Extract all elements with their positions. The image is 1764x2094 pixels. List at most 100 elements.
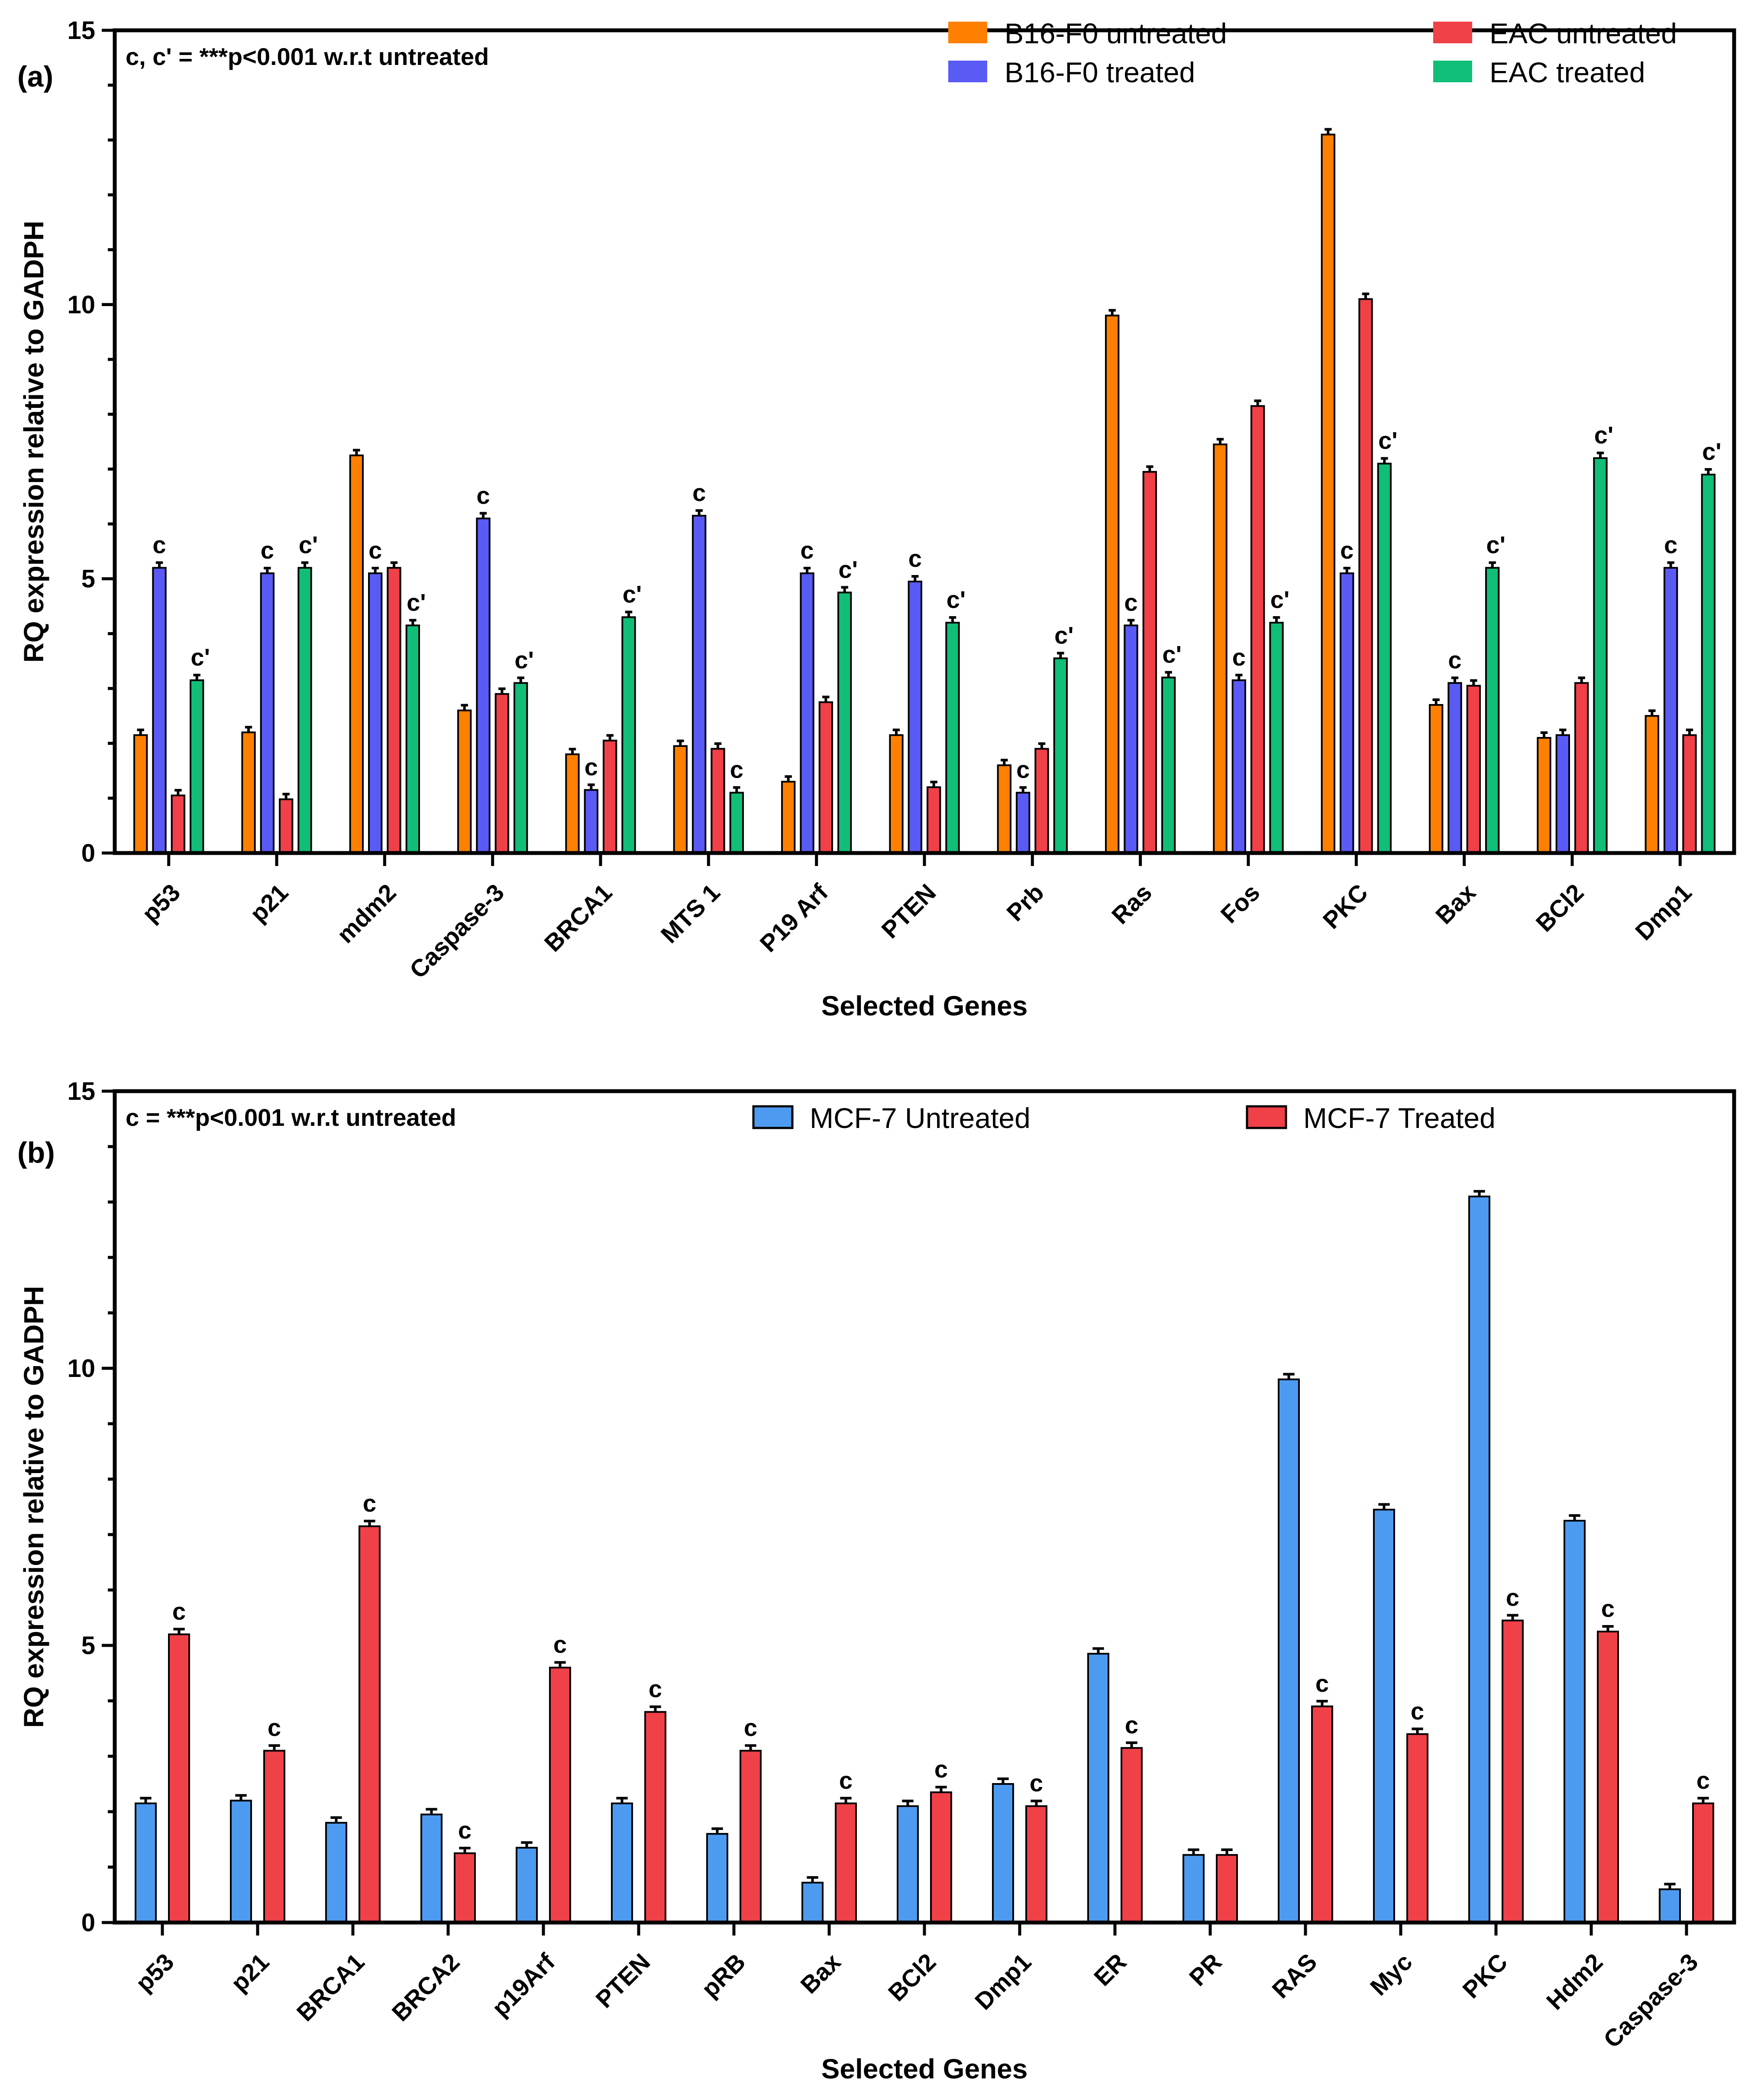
x-tick-label: Caspase-3 bbox=[404, 879, 509, 984]
y-axis-title: RQ expression relative to GADPH bbox=[18, 221, 49, 663]
bar-b16-f0-untreated bbox=[1213, 443, 1228, 854]
bar-eac-treated bbox=[621, 616, 636, 854]
bar-eac-untreated bbox=[1682, 734, 1697, 854]
x-tick-label: Ras bbox=[1106, 879, 1157, 929]
significance-label: c bbox=[1448, 646, 1461, 673]
bar-eac-treated bbox=[1593, 457, 1608, 854]
x-axis-title: Selected Genes bbox=[821, 2053, 1028, 2084]
x-tick-label: Bax bbox=[1430, 879, 1481, 929]
bar-eac-untreated bbox=[387, 567, 401, 854]
bar-mcf-7-untreated bbox=[1182, 1854, 1205, 1923]
bar-b16-f0-treated bbox=[1124, 624, 1138, 854]
significance-label: c bbox=[934, 1755, 948, 1783]
legend-swatch bbox=[948, 22, 987, 43]
significance-label: c bbox=[839, 1767, 853, 1794]
significance-label: c' bbox=[191, 643, 210, 671]
x-tick-label: PR bbox=[1184, 1948, 1227, 1991]
y-tick-label: 15 bbox=[67, 16, 95, 45]
bar-b16-f0-untreated bbox=[241, 731, 256, 854]
bar-b16-f0-treated bbox=[152, 567, 167, 854]
significance-label: c' bbox=[1702, 438, 1721, 465]
legend-label: EAC treated bbox=[1489, 56, 1645, 88]
bar-b16-f0-untreated bbox=[1105, 314, 1120, 854]
legend-label: B16-F0 untreated bbox=[1005, 17, 1227, 49]
legend-swatch bbox=[1433, 22, 1472, 43]
bar-eac-untreated bbox=[1250, 405, 1265, 854]
bar-mcf-7-untreated bbox=[992, 1783, 1014, 1923]
significance-label: c bbox=[800, 536, 814, 564]
bar-mcf-7-untreated bbox=[1659, 1888, 1681, 1924]
x-tick-label: mdm2 bbox=[332, 879, 401, 948]
plot-frame bbox=[113, 28, 1736, 855]
significance-label: c bbox=[1506, 1583, 1519, 1611]
bar-eac-treated bbox=[1377, 462, 1392, 854]
significance-label: c bbox=[553, 1631, 567, 1658]
bar-mcf-7-treated bbox=[1692, 1802, 1714, 1923]
legend-swatch bbox=[1246, 1105, 1287, 1129]
bar-eac-untreated bbox=[818, 701, 833, 854]
significance-note: c, c' = ***p<0.001 w.r.t untreated bbox=[126, 43, 489, 70]
bar-mcf-7-treated bbox=[454, 1852, 476, 1923]
significance-label: c bbox=[152, 531, 166, 558]
bar-b16-f0-treated bbox=[1664, 567, 1678, 854]
bar-mcf-7-untreated bbox=[1278, 1378, 1300, 1924]
bar-eac-untreated bbox=[279, 798, 294, 854]
bar-mcf-7-treated bbox=[835, 1802, 857, 1923]
significance-label: c' bbox=[299, 531, 318, 558]
bar-b16-f0-treated bbox=[368, 572, 383, 854]
bar-b16-f0-untreated bbox=[997, 764, 1012, 854]
bar-b16-f0-untreated bbox=[1429, 704, 1444, 854]
bar-b16-f0-untreated bbox=[349, 454, 364, 854]
significance-label: c' bbox=[1486, 531, 1505, 558]
bar-eac-treated bbox=[405, 624, 420, 854]
bar-eac-untreated bbox=[711, 748, 725, 854]
bar-mcf-7-untreated bbox=[1564, 1520, 1586, 1923]
bar-b16-f0-untreated bbox=[1321, 133, 1336, 854]
bar-eac-treated bbox=[514, 682, 528, 854]
y-tick-label: 5 bbox=[81, 565, 95, 593]
bar-eac-treated bbox=[1485, 567, 1500, 854]
x-tick-label: Myc bbox=[1365, 1948, 1418, 2001]
bar-mcf-7-treated bbox=[740, 1750, 762, 1923]
significance-label: c bbox=[1016, 756, 1030, 783]
y-axis-title: RQ expression relative to GADPH bbox=[18, 1286, 49, 1728]
bar-mcf-7-treated bbox=[1597, 1631, 1619, 1923]
bar-eac-treated bbox=[190, 679, 204, 854]
significance-label: c bbox=[908, 545, 922, 572]
y-tick-label: 0 bbox=[81, 1909, 95, 1937]
significance-label: c' bbox=[838, 556, 857, 583]
significance-label: c' bbox=[1378, 427, 1397, 454]
significance-label: c bbox=[1664, 531, 1677, 558]
bar-b16-f0-untreated bbox=[673, 745, 688, 854]
bar-mcf-7-treated bbox=[1121, 1747, 1143, 1924]
bar-mcf-7-untreated bbox=[135, 1802, 157, 1923]
y-tick-label: 5 bbox=[81, 1632, 95, 1660]
bar-mcf-7-untreated bbox=[897, 1805, 919, 1924]
significance-label: c bbox=[363, 1490, 376, 1517]
bar-mcf-7-treated bbox=[1311, 1705, 1333, 1924]
x-tick-label: BRCA1 bbox=[539, 879, 617, 957]
bar-eac-treated bbox=[945, 622, 960, 854]
significance-label: c' bbox=[1162, 641, 1181, 668]
legend-swatch bbox=[752, 1105, 794, 1129]
x-tick-label: ER bbox=[1089, 1948, 1132, 1991]
bar-eac-treated bbox=[837, 591, 852, 854]
significance-label: c' bbox=[514, 646, 533, 673]
bar-b16-f0-treated bbox=[1016, 792, 1031, 854]
bar-mcf-7-untreated bbox=[1468, 1196, 1490, 1923]
chart-panel-a: (a) 0 5 10 15 RQ expression relative to GADPH… bbox=[17, 16, 1736, 1021]
panel-label: (a) bbox=[17, 60, 53, 93]
significance-label: c bbox=[1340, 536, 1354, 564]
bar-mcf-7-treated bbox=[1502, 1619, 1524, 1923]
x-tick-label: Bax bbox=[795, 1948, 846, 1999]
bar-mcf-7-treated bbox=[263, 1750, 285, 1923]
bar-mcf-7-untreated bbox=[1087, 1653, 1109, 1923]
bar-eac-treated bbox=[1269, 622, 1284, 854]
significance-label: c' bbox=[623, 580, 642, 608]
bar-b16-f0-treated bbox=[260, 572, 275, 854]
x-tick-label: BCl2 bbox=[1531, 879, 1589, 937]
legend-label: MCF-7 Treated bbox=[1303, 1102, 1496, 1134]
bar-b16-f0-treated bbox=[1555, 734, 1570, 854]
x-tick-label: PTEN bbox=[590, 1948, 655, 2013]
bar-b16-f0-untreated bbox=[565, 753, 580, 854]
